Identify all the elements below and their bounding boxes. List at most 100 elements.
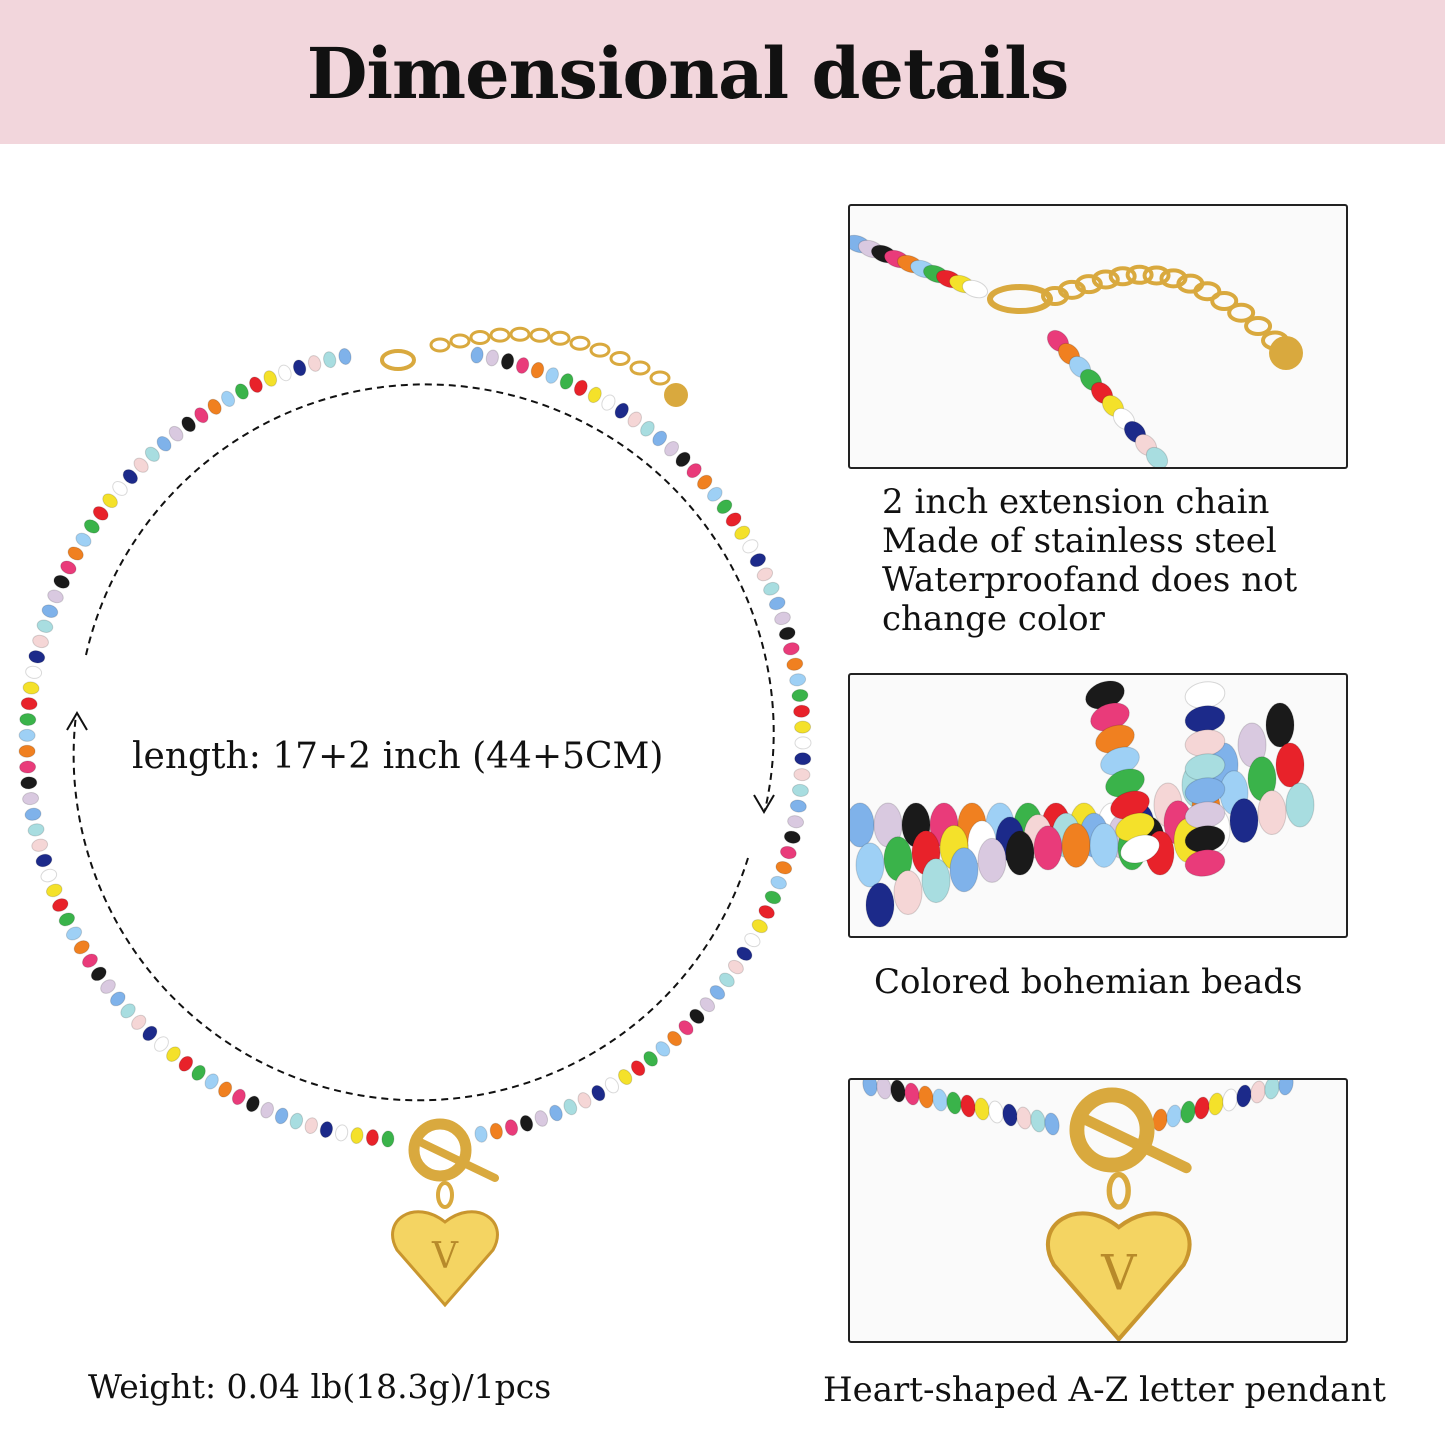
bead bbox=[890, 1080, 906, 1103]
bead bbox=[664, 441, 680, 457]
bead bbox=[25, 665, 43, 679]
bead bbox=[675, 451, 691, 468]
chain-link bbox=[1142, 265, 1171, 286]
bead bbox=[719, 972, 735, 988]
bead bbox=[1061, 822, 1091, 868]
heart-pendant bbox=[1046, 1211, 1192, 1341]
toggle-ring bbox=[1069, 1087, 1155, 1173]
bead bbox=[274, 1107, 289, 1125]
bead bbox=[53, 574, 70, 589]
bead bbox=[549, 1104, 563, 1122]
bead bbox=[90, 966, 107, 982]
bead bbox=[112, 481, 128, 496]
bead bbox=[278, 364, 292, 382]
bead bbox=[245, 1095, 260, 1113]
bead bbox=[122, 469, 138, 485]
bead bbox=[1194, 1096, 1210, 1120]
extension-caption-4: change color bbox=[882, 599, 1105, 639]
chain-link bbox=[569, 335, 591, 351]
bead bbox=[587, 386, 602, 404]
bead bbox=[263, 370, 278, 387]
bead bbox=[791, 688, 809, 703]
length-label: length: 17+2 inch (44+5CM) bbox=[132, 736, 664, 777]
bead bbox=[489, 1122, 503, 1140]
bead bbox=[131, 1014, 147, 1030]
chain-link bbox=[449, 333, 471, 349]
bead bbox=[1285, 782, 1315, 828]
bead bbox=[1089, 822, 1119, 868]
bead bbox=[92, 506, 109, 521]
bead bbox=[323, 351, 337, 369]
bead bbox=[1229, 798, 1259, 844]
bead bbox=[52, 898, 69, 912]
bead bbox=[630, 1060, 646, 1077]
chain-link bbox=[1125, 264, 1154, 285]
bead bbox=[22, 792, 40, 806]
bead bbox=[24, 807, 42, 821]
bead bbox=[1250, 1080, 1266, 1104]
bead bbox=[763, 581, 780, 596]
bead bbox=[381, 1130, 395, 1148]
bead bbox=[178, 1055, 194, 1072]
pendant-letter: V bbox=[431, 1236, 459, 1277]
extension-caption-2: Made of stainless steel bbox=[882, 521, 1277, 561]
bead bbox=[775, 860, 793, 875]
bead bbox=[709, 985, 726, 1000]
beads-caption: Colored bohemian beads bbox=[874, 962, 1303, 1002]
bead bbox=[168, 425, 184, 442]
bead bbox=[1120, 834, 1160, 864]
bead bbox=[787, 815, 805, 829]
bead bbox=[504, 1119, 519, 1136]
bead bbox=[865, 882, 895, 928]
bead bbox=[855, 842, 885, 888]
chain-tag bbox=[664, 383, 688, 407]
bead bbox=[768, 596, 786, 611]
bead bbox=[667, 1030, 683, 1047]
bead bbox=[774, 611, 791, 626]
bead bbox=[133, 457, 149, 473]
bead bbox=[47, 589, 64, 604]
bead bbox=[1152, 1108, 1168, 1132]
bead bbox=[604, 1077, 619, 1094]
bead bbox=[60, 560, 77, 575]
bead bbox=[120, 1003, 136, 1019]
bead bbox=[1236, 1084, 1252, 1108]
bead bbox=[75, 532, 92, 547]
bead bbox=[725, 512, 742, 527]
chain-link bbox=[1244, 316, 1273, 337]
bead bbox=[519, 1114, 534, 1132]
bead bbox=[1257, 790, 1287, 836]
bead bbox=[591, 1085, 606, 1102]
bead bbox=[734, 525, 751, 540]
bead bbox=[1166, 1104, 1182, 1128]
bead bbox=[45, 883, 63, 898]
bead bbox=[793, 768, 811, 782]
bead bbox=[1180, 1100, 1196, 1124]
bead bbox=[918, 1085, 934, 1109]
bead bbox=[789, 673, 807, 687]
bead bbox=[793, 704, 811, 718]
chain-link bbox=[589, 342, 611, 358]
pendant-caption: Heart-shaped A-Z letter pendant bbox=[823, 1370, 1386, 1410]
bead bbox=[18, 744, 36, 758]
bead bbox=[921, 858, 951, 904]
chain-link bbox=[649, 370, 671, 386]
pendant-letter: V bbox=[1100, 1245, 1137, 1301]
bead bbox=[32, 634, 49, 649]
chain-link bbox=[529, 327, 551, 343]
bead bbox=[36, 619, 54, 633]
bead bbox=[749, 553, 767, 568]
bead bbox=[20, 697, 38, 711]
bead bbox=[699, 997, 716, 1013]
bead bbox=[156, 436, 172, 452]
bead bbox=[234, 383, 249, 400]
bead bbox=[601, 394, 616, 411]
bead bbox=[946, 1091, 962, 1115]
weight-label: Weight: 0.04 lb(18.3g)/1pcs bbox=[88, 1367, 552, 1406]
bead bbox=[40, 868, 58, 883]
chain-link bbox=[1210, 291, 1239, 312]
bead bbox=[949, 847, 979, 893]
arrow-down-icon bbox=[753, 794, 775, 814]
lobster-clasp bbox=[987, 284, 1053, 314]
